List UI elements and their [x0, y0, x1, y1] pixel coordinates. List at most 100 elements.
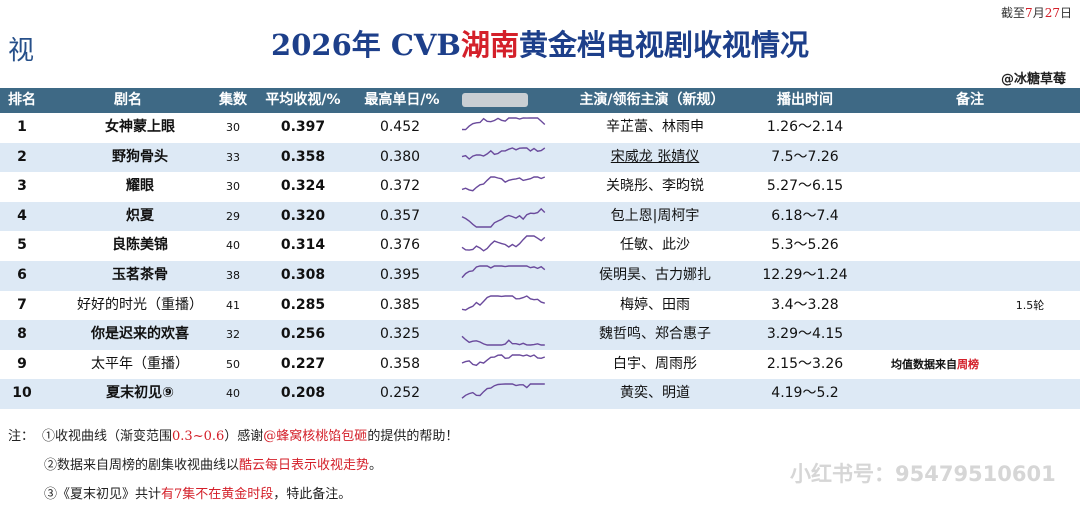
drama-name: 玉茗茶骨	[112, 267, 168, 283]
max-rating: 0.380	[379, 148, 421, 165]
note-part: ③《夏末初见》共计	[44, 487, 162, 502]
curve-line	[461, 335, 545, 346]
note-line: ②数据来自周榜的剧集收视曲线以酷云每日表示收视走势。	[8, 451, 458, 480]
remark-part: 周榜	[957, 357, 979, 371]
rank: 5	[17, 237, 27, 254]
trend-curve	[461, 265, 546, 279]
trend-curve	[461, 176, 546, 192]
period: 5.27～6.15	[766, 178, 844, 195]
remark: 1.5轮	[1016, 291, 1045, 321]
period: 7.5～7.26	[771, 148, 839, 165]
curve-line	[461, 265, 546, 279]
note-part: 0.3~0.6	[172, 429, 225, 444]
period: 12.29～1.24	[762, 267, 848, 283]
header-cell: 主演/领衔主演（新规）	[579, 92, 725, 108]
drama-name: 女神蒙上眼	[105, 119, 175, 135]
note-part: 酷云每日表示收视走势	[239, 458, 370, 473]
max-rating: 0.395	[379, 267, 421, 283]
curve-line	[461, 207, 546, 228]
avg-rating: 0.397	[280, 119, 326, 135]
drama-name: 夏末初见⑨	[106, 385, 174, 402]
rank: 4	[17, 207, 27, 224]
table-row: 4 炽夏 29 0.320 0.357 包上恩|周柯宇 6.18～7.4	[0, 201, 1080, 232]
title: 2026年 CVB湖南黄金档电视剧收视情况	[0, 22, 1080, 64]
trend-curve	[461, 353, 546, 366]
header-cell: 平均收视/%	[265, 92, 341, 108]
note-part: ，特此备注。	[273, 487, 352, 502]
episodes: 41	[226, 298, 240, 312]
note-part: ①收视曲线（渐变范围	[42, 429, 173, 444]
cast: 黄奕、明道	[620, 385, 690, 402]
episodes: 32	[226, 328, 240, 342]
cast: 包上恩|周柯宇	[610, 207, 700, 224]
avg-rating: 0.227	[280, 355, 326, 372]
rank: 8	[17, 326, 27, 343]
date-part: 27	[1044, 6, 1060, 20]
cast: 白宇、周雨彤	[613, 355, 697, 372]
max-rating: 0.357	[379, 207, 421, 224]
title-part: 2026年 CVB	[271, 28, 461, 62]
date: 截至7月27日	[1001, 4, 1072, 21]
note-part: 的提供的帮助！	[367, 429, 459, 444]
episodes: 38	[226, 269, 240, 282]
cast: 梅婷、田雨	[620, 296, 690, 313]
avg-rating: 0.285	[280, 296, 326, 313]
cast: 关晓彤、李昀锐	[606, 178, 704, 195]
period: 1.26～2.14	[766, 119, 844, 135]
table-row: 2 野狗骨头 33 0.358 0.380 宋威龙 张婧仪 7.5～7.26	[0, 142, 1080, 173]
max-rating: 0.372	[379, 178, 421, 195]
logo: 视	[8, 36, 35, 66]
blurred-header	[462, 93, 528, 107]
header-cell: 播出时间	[777, 92, 833, 108]
header-cell: 最高单日/%	[364, 92, 440, 108]
avg-rating: 0.256	[280, 326, 326, 343]
curve-line	[461, 235, 546, 253]
table-row: 3 耀眼 30 0.324 0.372 关晓彤、李昀锐 5.27～6.15	[0, 172, 1080, 202]
episodes: 33	[226, 150, 240, 164]
max-rating: 0.452	[379, 119, 421, 135]
avg-rating: 0.320	[280, 207, 326, 224]
cast: 魏哲鸣、郑合惠子	[599, 326, 711, 343]
episodes: 40	[226, 387, 240, 401]
rank: 9	[17, 355, 27, 372]
trend-curve	[461, 207, 546, 228]
max-rating: 0.385	[379, 296, 421, 313]
curve-line	[461, 176, 546, 192]
episodes: 30	[226, 180, 240, 194]
remark-part: 1.5轮	[1015, 298, 1045, 312]
remark-part: 均值数据来自	[891, 357, 957, 371]
curve-line	[461, 117, 546, 131]
drama-name: 你是迟来的欢喜	[91, 326, 189, 343]
table-row: 7 好好的时光（重播） 41 0.285 0.385 梅婷、田雨 3.4～3.28 1.5轮	[0, 291, 1080, 321]
note-part: ）感谢	[224, 429, 264, 444]
episodes: 40	[226, 239, 240, 253]
curve-line	[461, 353, 546, 366]
remark: 均值数据来自周榜	[891, 350, 979, 380]
drama-name: 耀眼	[126, 178, 154, 195]
cast: 侯明昊、古力娜扎	[599, 267, 711, 283]
max-rating: 0.376	[379, 237, 421, 254]
date-part: 月	[1032, 6, 1045, 20]
table-row: 1 女神蒙上眼 30 0.397 0.452 辛芷蕾、林雨申 1.26～2.14	[0, 113, 1080, 143]
title-part: 黄金档电视剧收视情况	[518, 28, 809, 62]
drama-name: 太平年（重播）	[91, 355, 189, 372]
trend-curve	[461, 146, 546, 160]
drama-name: 好好的时光（重播）	[77, 296, 203, 313]
cast: 任敏、此沙	[620, 237, 690, 254]
period: 3.29～4.15	[766, 326, 844, 343]
table-row: 9 太平年（重播） 50 0.227 0.358 白宇、周雨彤 2.15～3.26 均值数据来…	[0, 350, 1080, 380]
table-header: 排名 剧名 集数 平均收视/% 最高单日/% 主演/领衔主演（新规） 播出时间 备注	[0, 88, 1080, 113]
episodes: 30	[226, 121, 240, 134]
max-rating: 0.325	[379, 326, 421, 343]
rank: 1	[17, 119, 27, 135]
header-cell: 剧名	[114, 92, 142, 108]
trend-curve	[461, 383, 545, 400]
period: 6.18～7.4	[771, 207, 839, 224]
rank: 2	[17, 148, 27, 165]
cast: 宋威龙 张婧仪	[610, 148, 700, 165]
rank: 10	[12, 385, 32, 402]
note-part: 。	[369, 458, 383, 473]
note-part: 有7集不在黄金时段	[161, 487, 274, 502]
period: 3.4～3.28	[771, 296, 839, 313]
